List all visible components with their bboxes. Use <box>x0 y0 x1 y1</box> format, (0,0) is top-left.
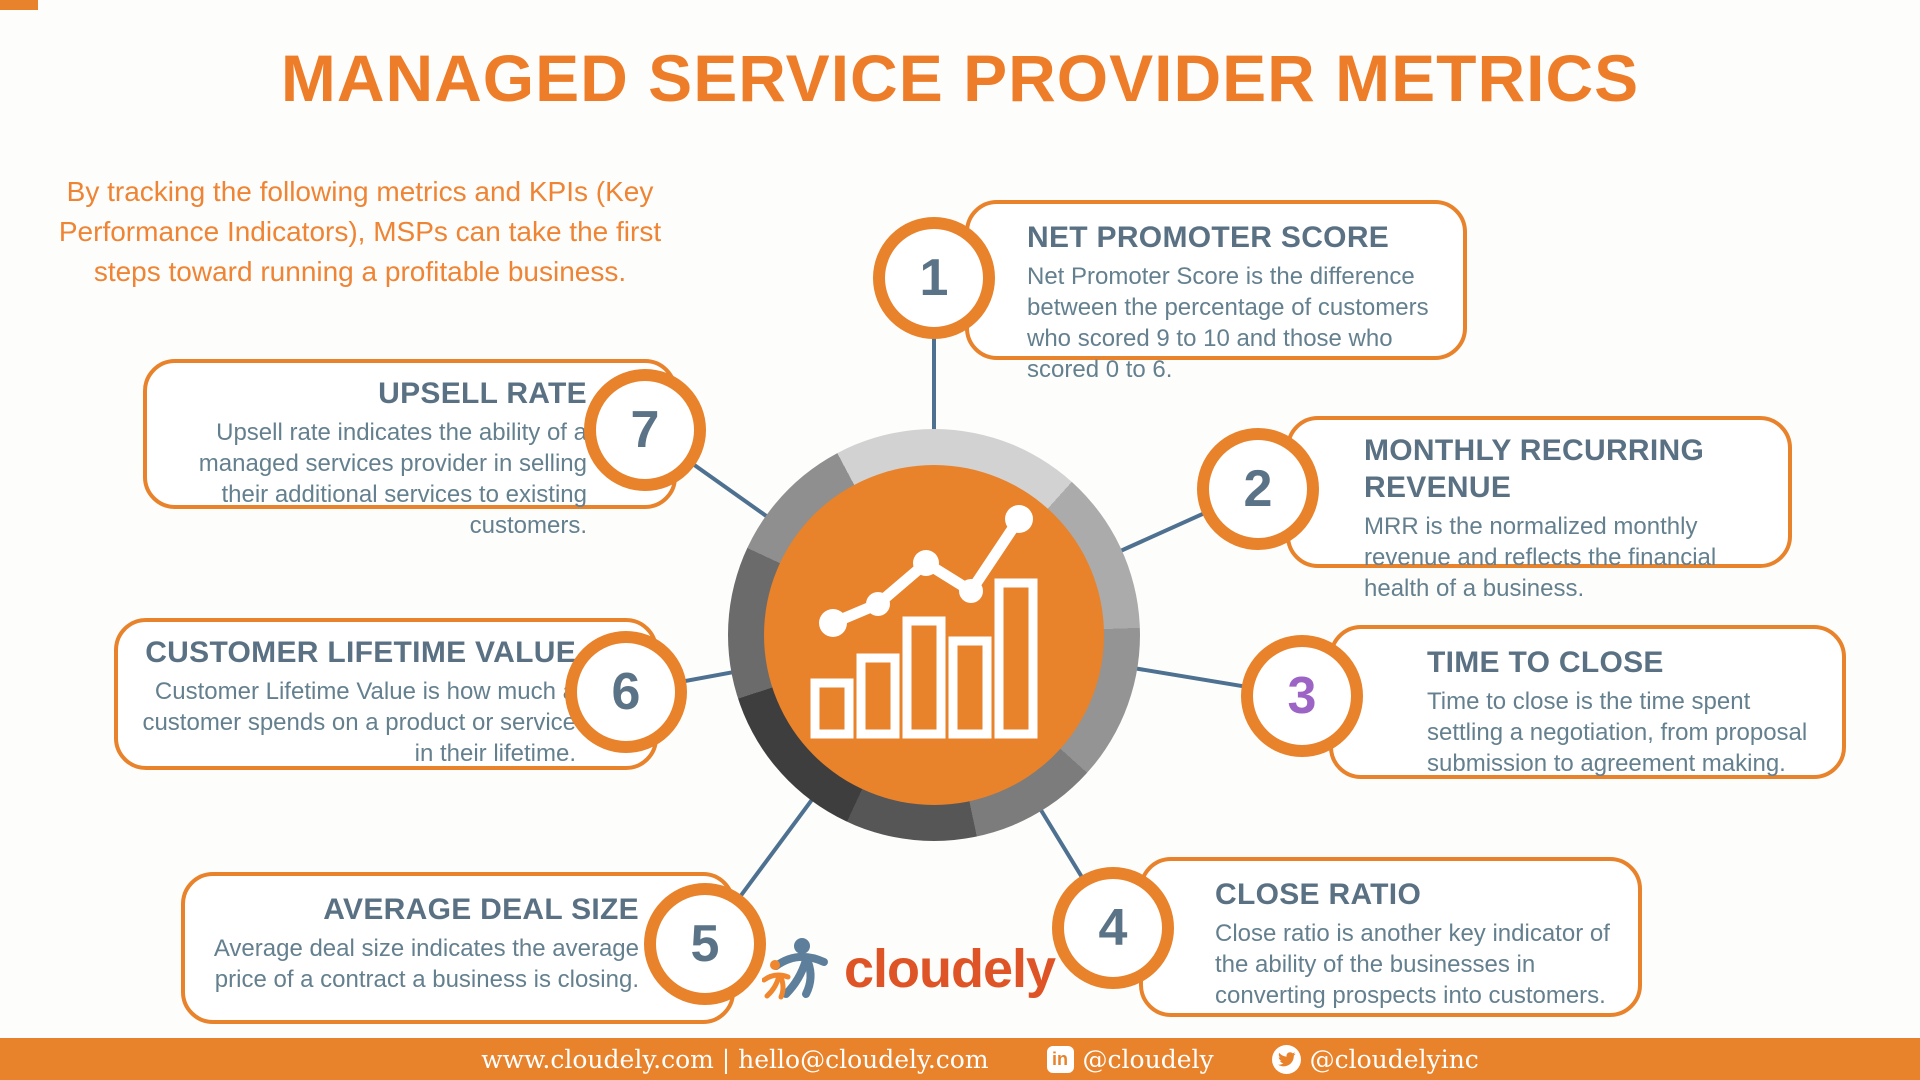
step-number-3: 3 <box>1241 635 1363 757</box>
metric-heading: TIME TO CLOSE <box>1427 646 1664 679</box>
corner-accent-bar <box>0 0 38 10</box>
twitter-handle-group: @cloudelyinc <box>1271 1044 1479 1074</box>
step-number-5: 5 <box>644 883 766 1005</box>
metric-description: Upsell rate indicates the ability of a m… <box>198 419 587 539</box>
cloudely-logo: cloudely <box>762 936 1056 1002</box>
twitter-icon <box>1271 1044 1301 1074</box>
twitter-handle: @cloudelyinc <box>1309 1044 1479 1074</box>
step-number-1: 1 <box>873 217 995 339</box>
metric-description: Close ratio is another key indicator of … <box>1215 920 1610 1009</box>
metric-heading: CLOSE RATIO <box>1215 878 1422 911</box>
metric-heading: AVERAGE DEAL SIZE <box>323 893 639 926</box>
linkedin-handle-group: in @cloudely <box>1046 1044 1214 1074</box>
page-title: MANAGED SERVICE PROVIDER METRICS <box>280 41 1640 115</box>
metric-description: Time to close is the time spent settling… <box>1427 688 1808 777</box>
linkedin-handle: @cloudely <box>1082 1044 1214 1074</box>
metric-card-average-deal-size: AVERAGE DEAL SIZE Average deal size indi… <box>181 872 735 1024</box>
footer-bar: www.cloudely.com | hello@cloudely.com in… <box>0 1038 1920 1080</box>
metric-description: Customer Lifetime Value is how much a cu… <box>142 678 576 767</box>
footer-contact-text: www.cloudely.com | hello@cloudely.com <box>481 1044 989 1074</box>
metric-heading: UPSELL RATE <box>378 377 587 410</box>
metric-card-monthly-recurring-revenue: MONTHLY RECURRING REVENUE MRR is the nor… <box>1286 416 1792 602</box>
step-number-4: 4 <box>1052 867 1174 989</box>
metric-card-close-ratio: CLOSE RATIO Close ratio is another key i… <box>1139 857 1642 1017</box>
bar-chart-trend-icon <box>810 505 1038 739</box>
central-hub-circle <box>764 465 1104 805</box>
central-hub-ring <box>728 429 1140 841</box>
step-number-6: 6 <box>565 631 687 753</box>
intro-text: By tracking the following metrics and KP… <box>58 176 662 287</box>
cloudely-figures-icon <box>762 938 828 1000</box>
metric-heading: CUSTOMER LIFETIME VALUE <box>145 636 576 669</box>
linkedin-icon: in <box>1046 1045 1074 1073</box>
metric-description: MRR is the normalized monthly revenue an… <box>1364 513 1717 602</box>
metric-description: Net Promoter Score is the difference bet… <box>1027 263 1429 383</box>
logo-wordmark: cloudely <box>844 939 1056 999</box>
step-number-2: 2 <box>1197 428 1319 550</box>
metric-heading: NET PROMOTER SCORE <box>1027 221 1390 254</box>
metric-description: Average deal size indicates the average … <box>213 935 639 993</box>
step-number-7: 7 <box>584 369 706 491</box>
metric-card-net-promoter-score: NET PROMOTER SCORE Net Promoter Score is… <box>965 200 1467 383</box>
metric-card-time-to-close: TIME TO CLOSE Time to close is the time … <box>1329 625 1846 779</box>
metric-heading: MONTHLY RECURRING REVENUE <box>1364 434 1705 504</box>
